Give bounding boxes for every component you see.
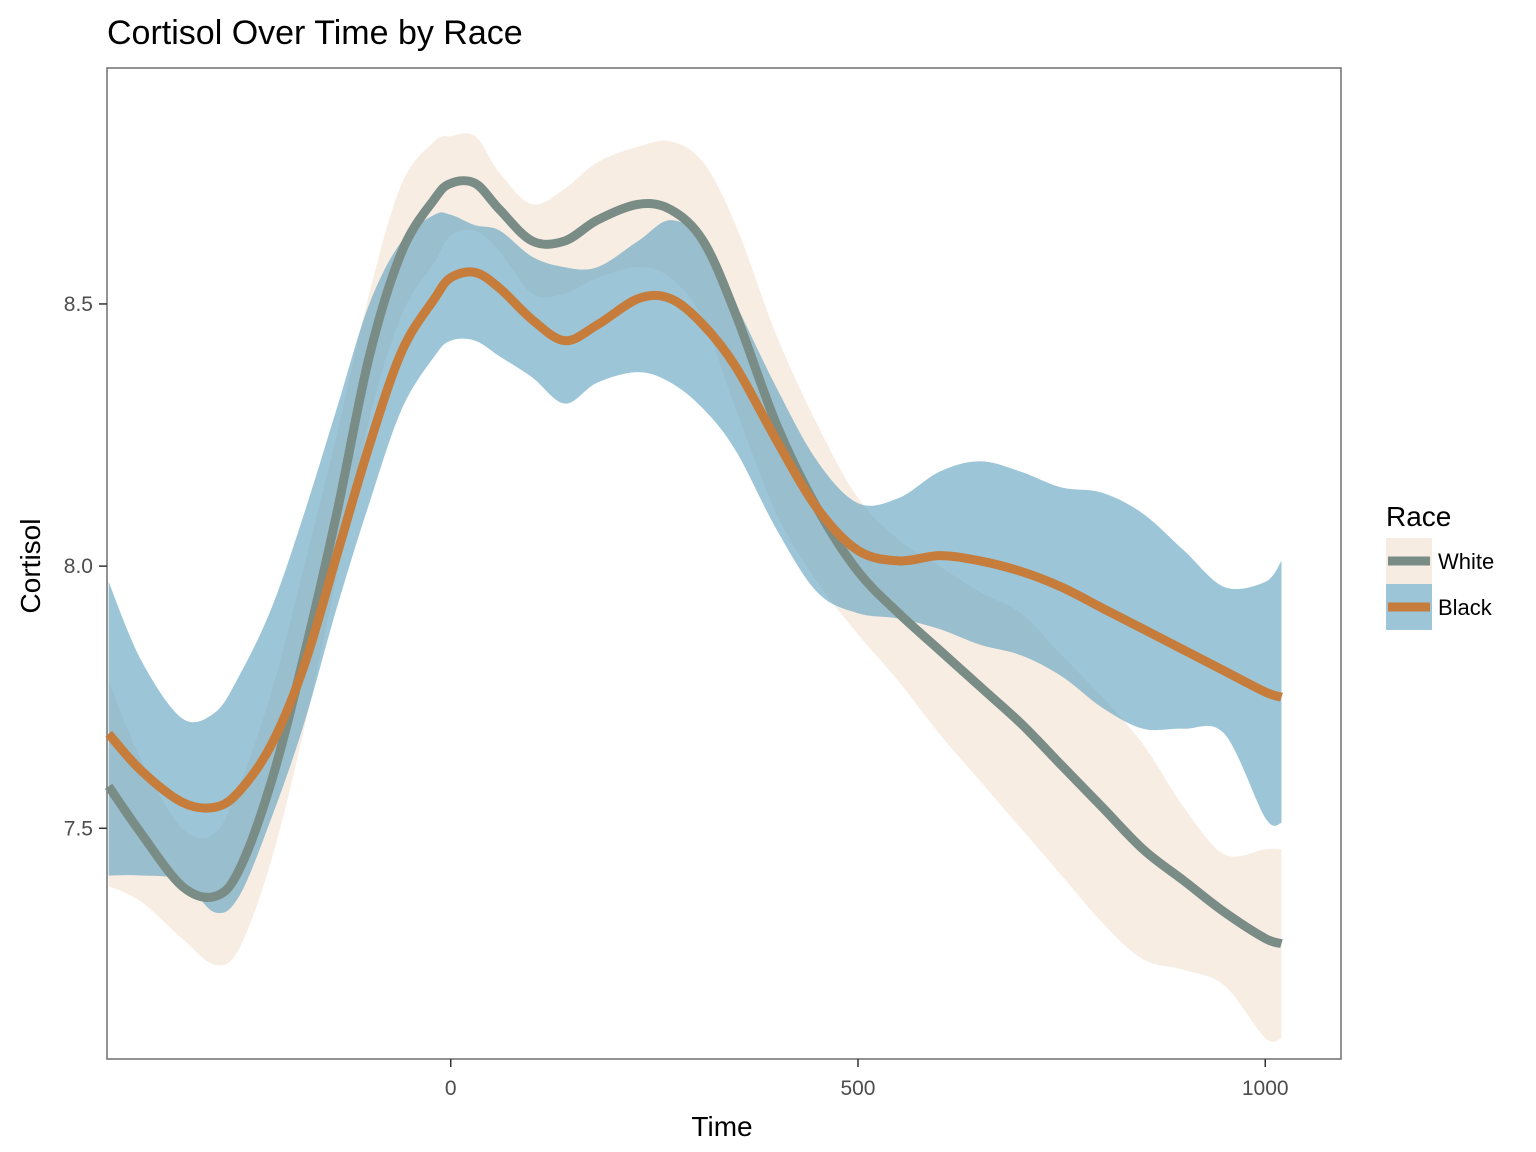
series-lines [104, 176, 1283, 948]
x-tick-label: 500 [840, 1077, 875, 1100]
x-tick-label: 0 [445, 1077, 457, 1100]
legend-title: Race [1386, 501, 1451, 532]
confidence-bands [108, 133, 1282, 1042]
legend-key-black: Black [1386, 584, 1493, 630]
series-line-black [105, 267, 1283, 813]
legend: Race White Black [1386, 501, 1494, 630]
y-axis-title: Cortisol [15, 519, 46, 614]
y-axis: 7.5 8.0 8.5 [64, 293, 107, 840]
confidence-band-black [108, 212, 1282, 914]
legend-key-white: White [1386, 538, 1494, 584]
confidence-band-white [108, 133, 1282, 1042]
y-tick-label: 8.5 [64, 293, 93, 316]
y-tick-label: 8.0 [64, 555, 93, 578]
legend-label-black: Black [1438, 595, 1493, 620]
y-tick-label: 7.5 [64, 817, 93, 840]
x-axis: 0 500 1000 [445, 1059, 1289, 1100]
chart-title: Cortisol Over Time by Race [107, 14, 523, 52]
legend-label-white: White [1438, 549, 1494, 574]
x-axis-title: Time [691, 1111, 752, 1142]
x-tick-label: 1000 [1242, 1077, 1289, 1100]
